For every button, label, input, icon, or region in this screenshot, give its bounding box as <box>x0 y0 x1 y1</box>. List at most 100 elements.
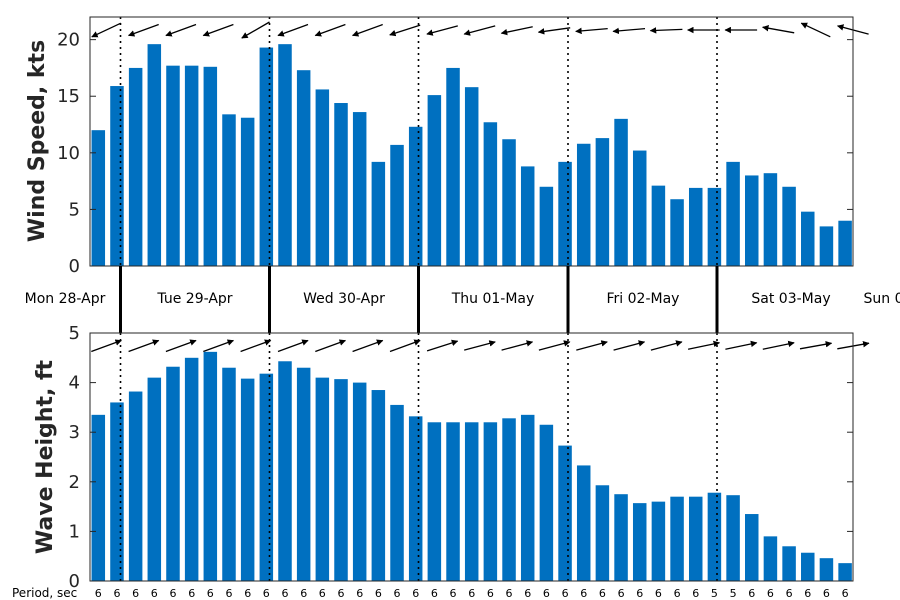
wave-y-axis-label: Wave Height, ft <box>33 359 58 554</box>
period-value: 6 <box>487 587 494 600</box>
wave-bar <box>334 379 348 581</box>
wave-direction-arrow <box>464 340 496 351</box>
wind-bar <box>296 70 311 266</box>
wave-bar <box>745 514 759 581</box>
wind-bar <box>763 173 778 266</box>
period-value: 5 <box>711 587 718 600</box>
period-value: 6 <box>412 587 419 600</box>
period-value: 6 <box>170 587 177 600</box>
period-value: 6 <box>132 587 139 600</box>
wind-bar <box>222 114 236 266</box>
wave-direction-arrow <box>389 339 421 353</box>
wave-bar <box>222 367 236 581</box>
wave-bar <box>782 546 796 581</box>
wind-bar <box>315 89 330 266</box>
wave-bar <box>371 390 386 581</box>
wind-y-tick-label: 20 <box>57 30 80 51</box>
wind-bar <box>502 139 516 266</box>
wind-bar <box>782 186 796 266</box>
period-value: 6 <box>263 587 270 600</box>
wave-bar <box>502 418 516 581</box>
wave-bar <box>315 377 330 581</box>
period-value: 6 <box>114 587 121 600</box>
wind-direction-arrows <box>91 21 869 39</box>
wave-bar <box>670 496 684 581</box>
wave-direction-arrow <box>501 340 534 351</box>
wind-direction-arrow <box>612 27 646 35</box>
wind-speed-bars <box>91 44 852 267</box>
wind-y-tick-label: 15 <box>57 86 80 107</box>
wind-bar <box>651 185 666 266</box>
wave-direction-arrow <box>165 339 197 353</box>
wind-bar <box>726 161 740 266</box>
wind-bar <box>184 65 199 266</box>
period-value: 6 <box>95 587 102 600</box>
wave-bar <box>651 501 666 581</box>
period-value: 6 <box>356 587 363 600</box>
wind-direction-arrow <box>649 27 683 34</box>
day-label: Wed 30-Apr <box>303 291 385 307</box>
wind-bar <box>576 143 591 266</box>
wave-y-tick-label: 5 <box>69 323 80 344</box>
wind-bar <box>371 161 386 266</box>
wind-direction-arrow <box>800 22 831 38</box>
wave-bar <box>576 465 591 581</box>
period-value: 6 <box>562 587 569 600</box>
period-value: 5 <box>730 587 737 600</box>
period-value: 6 <box>804 587 811 600</box>
day-label: Tue 29-Apr <box>156 291 232 307</box>
wind-bar <box>520 166 535 266</box>
wind-direction-arrow <box>314 23 346 37</box>
wind-bar <box>352 112 367 266</box>
wind-y-tick-label: 5 <box>69 199 80 220</box>
wind-y-axis-label: Wind Speed, kts <box>25 40 50 242</box>
wave-height-panel: 0 1 2 3 4 5 Wave Height, ft <box>33 323 870 592</box>
wave-direction-arrow <box>650 340 683 351</box>
wave-direction-arrow <box>799 341 833 350</box>
wind-bar <box>278 44 292 266</box>
wind-direction-arrow <box>351 23 383 37</box>
wind-direction-arrow <box>202 23 234 37</box>
wind-bar <box>128 67 143 267</box>
wave-direction-arrow <box>277 339 309 353</box>
wave-bar <box>464 422 479 581</box>
wind-direction-arrow <box>91 22 122 38</box>
day-label: Sat 03-May <box>751 291 830 307</box>
wind-direction-arrow <box>463 25 496 36</box>
wind-direction-arrow <box>500 26 533 36</box>
wind-direction-arrow <box>241 21 270 39</box>
wind-bar <box>166 65 180 266</box>
wind-bar <box>838 220 852 266</box>
period-value: 6 <box>636 587 643 600</box>
period-value: 6 <box>319 587 326 600</box>
wave-y-axis-ticks: 0 1 2 3 4 5 <box>69 323 853 592</box>
wind-bar <box>558 161 572 266</box>
wave-bar <box>763 536 778 581</box>
day-label: Thu 01-May <box>451 291 535 307</box>
period-value: 6 <box>450 587 457 600</box>
wind-direction-arrow <box>426 25 458 36</box>
wave-y-tick-label: 3 <box>69 422 80 443</box>
period-value: 6 <box>524 587 531 600</box>
period-value: 6 <box>338 587 345 600</box>
wind-bar <box>688 187 703 266</box>
wind-bar <box>707 187 722 266</box>
period-value: 6 <box>394 587 401 600</box>
wave-bar <box>203 351 218 581</box>
wave-bar <box>632 503 647 581</box>
period-value: 6 <box>468 587 475 600</box>
wave-direction-arrows <box>91 339 870 353</box>
wave-direction-arrow <box>725 340 758 350</box>
wave-bar <box>726 495 740 581</box>
wave-bar <box>91 414 106 581</box>
wind-speed-panel: 0 5 10 15 20 Wind Speed, kts <box>25 16 869 277</box>
wave-direction-arrow <box>576 340 608 351</box>
wind-bar <box>446 67 460 267</box>
wave-y-tick-label: 0 <box>69 571 80 592</box>
period-value: 6 <box>767 587 774 600</box>
wave-bar <box>539 424 554 581</box>
wave-bar <box>128 391 143 581</box>
wind-bar <box>801 211 815 266</box>
wave-direction-arrow <box>426 339 459 352</box>
